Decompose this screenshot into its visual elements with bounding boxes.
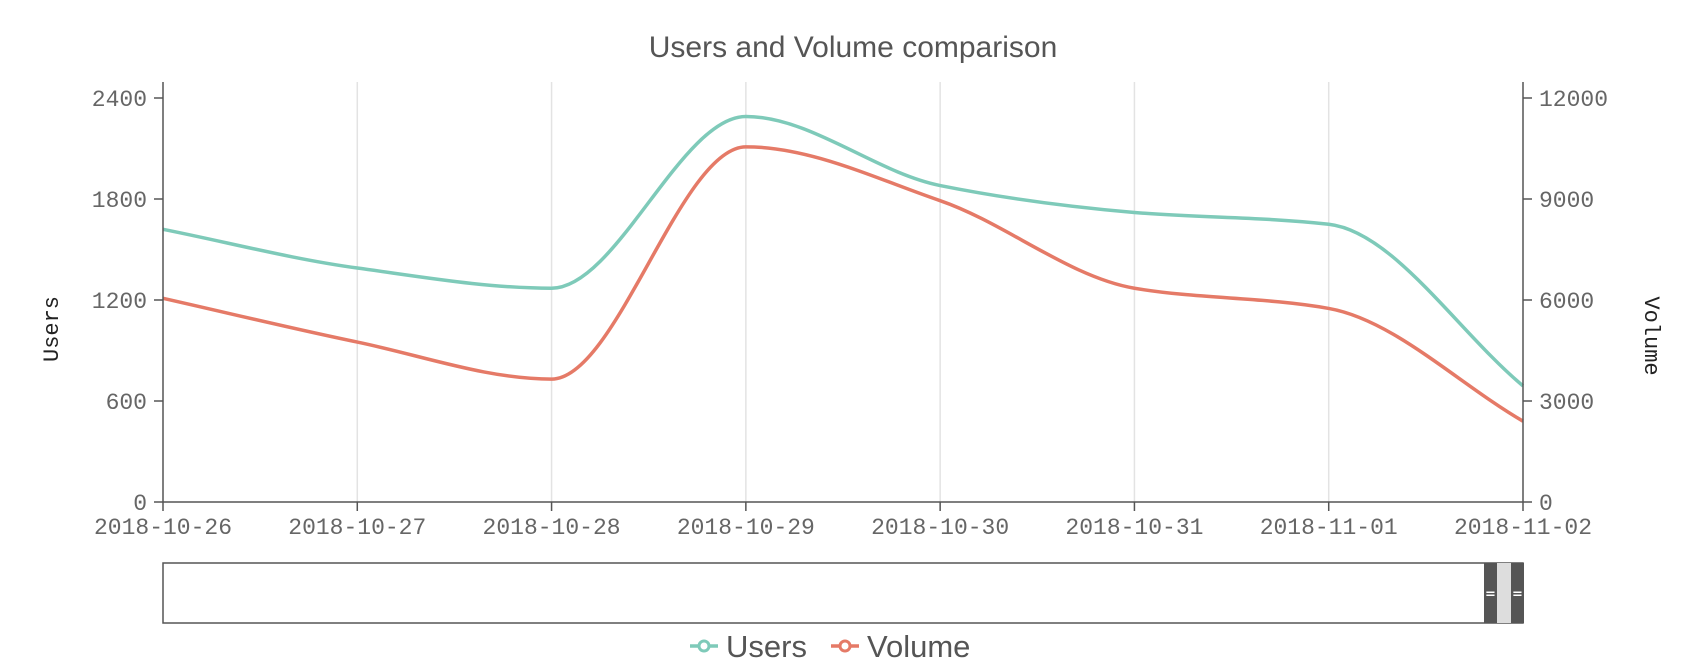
x-tick-label: 2018-10-28	[483, 515, 621, 541]
series-lines	[162, 114, 1525, 423]
right-y-tick-label: 6000	[1539, 289, 1594, 315]
users-series-line	[162, 114, 1525, 388]
left-y-tick-label: 600	[106, 390, 147, 416]
range-navigator[interactable]: = =	[162, 562, 1524, 624]
navigator-track	[162, 562, 1524, 624]
left-y-tick-label: 1800	[92, 188, 147, 214]
x-tick-label: 2018-10-31	[1065, 515, 1203, 541]
navigator-right-handle[interactable]	[1511, 563, 1524, 623]
x-tick-label: 2018-10-30	[871, 515, 1009, 541]
x-tick-label: 2018-10-27	[288, 515, 426, 541]
legend-label: Users	[726, 629, 807, 664]
chart-title: Users and Volume comparison	[649, 31, 1058, 64]
legend: Users Volume	[690, 629, 970, 664]
grip-icon: =	[1485, 587, 1496, 602]
x-tick-label: 2018-11-01	[1260, 515, 1398, 541]
legend-item-users[interactable]: Users	[690, 629, 807, 664]
volume-series-line	[162, 145, 1524, 423]
right-y-tick-label: 0	[1539, 491, 1553, 517]
left-y-tick-label: 2400	[92, 87, 147, 113]
legend-label: Volume	[867, 629, 970, 664]
x-axis-ticks: 2018-10-26 2018-10-27 2018-10-28 2018-10-29…	[94, 502, 1592, 541]
navigator-left-handle[interactable]	[1484, 563, 1497, 623]
legend-item-volume[interactable]: Volume	[831, 629, 970, 664]
grid-lines	[356, 82, 1330, 502]
right-y-axis-ticks: 0 3000 6000 9000 12000	[1523, 87, 1608, 517]
axes	[162, 82, 1524, 503]
right-y-axis-label: Volume	[1638, 296, 1663, 375]
x-tick-label: 2018-10-26	[94, 515, 232, 541]
right-y-tick-label: 3000	[1539, 390, 1594, 416]
grip-icon: =	[1512, 587, 1523, 602]
x-tick-label: 2018-10-29	[677, 515, 815, 541]
left-y-tick-label: 0	[133, 491, 147, 517]
right-y-tick-label: 12000	[1539, 87, 1608, 113]
left-y-tick-label: 1200	[92, 289, 147, 315]
left-y-axis-label: Users	[40, 296, 65, 362]
legend-circle-icon	[697, 639, 711, 653]
x-tick-label: 2018-11-02	[1454, 515, 1592, 541]
legend-circle-icon	[838, 639, 852, 653]
left-y-axis-ticks: 0 600 1200 1800 2400	[92, 87, 163, 517]
right-y-tick-label: 9000	[1539, 188, 1594, 214]
